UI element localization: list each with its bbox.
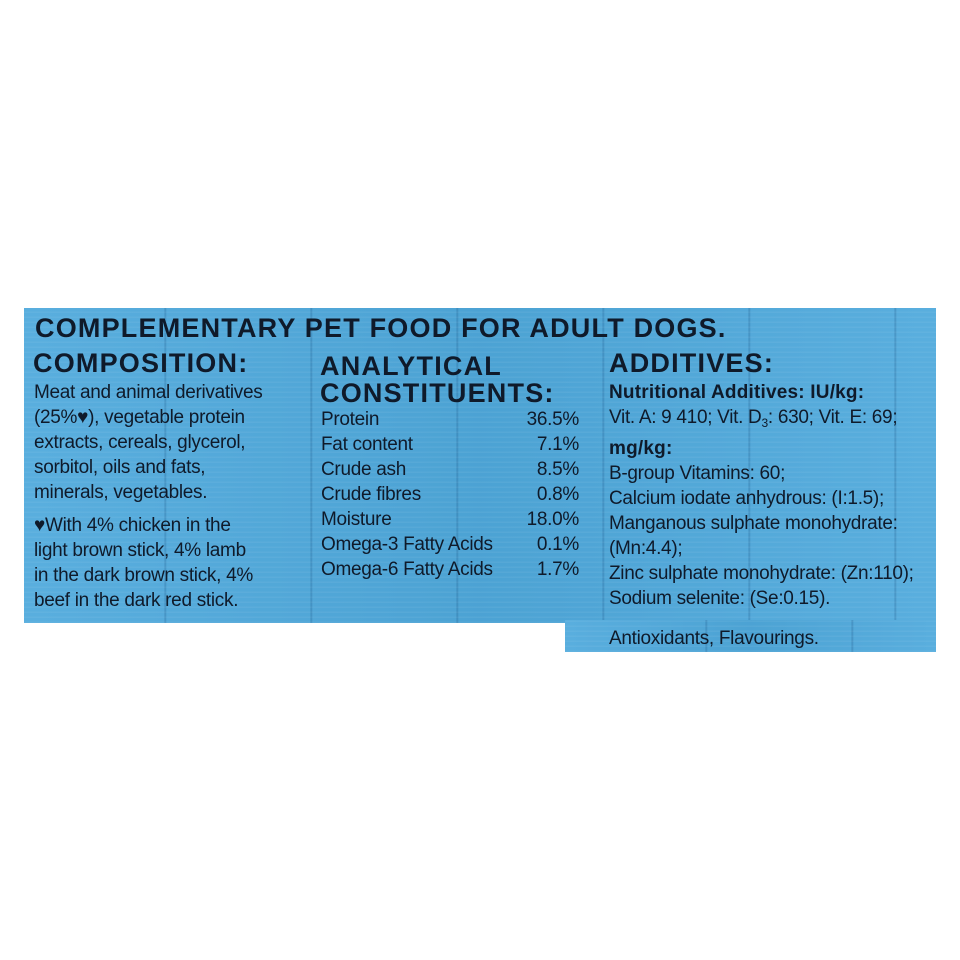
additives-heading: ADDITIVES: (609, 348, 775, 378)
composition-line: Meat and animal derivatives (34, 382, 263, 403)
constituent-name: Crude ash (321, 459, 406, 480)
label-title: COMPLEMENTARY PET FOOD FOR ADULT DOGS. (35, 313, 727, 343)
constituent-name: Omega-6 Fatty Acids (321, 559, 493, 580)
constituent-name: Moisture (321, 509, 392, 530)
note-line: beef in the dark red stick. (34, 590, 239, 611)
additives-footer: Antioxidants, Flavourings. (609, 628, 819, 649)
table-row: Fat content 7.1% (321, 432, 579, 457)
additive-line: Sodium selenite: (Se:0.15). (609, 588, 831, 609)
composition-line: sorbitol, oils and fats, (34, 457, 206, 478)
composition-line: extracts, cereals, glycerol, (34, 432, 246, 453)
composition-line: minerals, vegetables. (34, 482, 208, 503)
nutritional-additives-subheading: Nutritional Additives: IU/kg: (609, 382, 865, 403)
table-row: Omega-3 Fatty Acids 0.1% (321, 532, 579, 557)
note-line: in the dark brown stick, 4% (34, 565, 253, 586)
constituent-value: 36.5% (526, 409, 580, 430)
constituent-name: Crude fibres (321, 484, 421, 505)
table-row: Omega-6 Fatty Acids 1.7% (321, 557, 579, 582)
constituent-value: 7.1% (536, 434, 579, 455)
composition-heading: COMPOSITION: (33, 348, 249, 378)
table-row: Protein 36.5% (321, 407, 579, 432)
composition-note: ♥With 4% chicken in the light brown stic… (34, 513, 253, 613)
constituent-value: 1.7% (536, 559, 579, 580)
additive-line: Zinc sulphate monohydrate: (Zn:110); (609, 563, 914, 584)
analytical-heading-line: CONSTITUENTS: (320, 378, 555, 408)
composition-line: (25%♥), vegetable protein (34, 407, 245, 428)
additive-line: B-group Vitamins: 60; (609, 463, 786, 484)
vitamins-a-d: Vit. A: 9 410; Vit. D (609, 407, 762, 428)
constituent-name: Omega-3 Fatty Acids (321, 534, 493, 555)
additive-line: Manganous sulphate monohydrate: (609, 513, 898, 534)
table-row: Crude fibres 0.8% (321, 482, 579, 507)
constituent-value: 18.0% (526, 509, 580, 530)
constituent-name: Protein (321, 409, 380, 430)
analytical-table: Protein 36.5% Fat content 7.1% Crude ash 8.… (321, 407, 579, 582)
additives-text: Nutritional Additives: IU/kg: Vit. A: 9 … (609, 380, 914, 611)
note-line: light brown stick, 4% lamb (34, 540, 246, 561)
vitamins-line: Vit. A: 9 410; Vit. D3: 630; Vit. E: 69; (609, 405, 914, 436)
table-row: Crude ash 8.5% (321, 457, 579, 482)
vitamin-d-subscript: 3 (761, 416, 768, 430)
additive-line: (Mn:4.4); (609, 538, 683, 559)
label-panel-extension (565, 620, 936, 652)
note-line: ♥With 4% chicken in the (34, 515, 231, 536)
vitamins-d-e: : 630; Vit. E: 69; (767, 407, 898, 428)
constituent-value: 0.8% (536, 484, 579, 505)
constituent-value: 8.5% (536, 459, 579, 480)
analytical-heading: ANALYTICAL CONSTITUENTS: (320, 353, 555, 407)
composition-text: Meat and animal derivatives (25%♥), vege… (34, 380, 263, 505)
mg-kg-subheading: mg/kg: (609, 438, 673, 459)
label-panel (24, 308, 936, 623)
additive-line: Calcium iodate anhydrous: (I:1.5); (609, 488, 884, 509)
constituent-value: 0.1% (536, 534, 579, 555)
analytical-heading-line: ANALYTICAL (320, 351, 503, 381)
table-row: Moisture 18.0% (321, 507, 579, 532)
constituent-name: Fat content (321, 434, 413, 455)
